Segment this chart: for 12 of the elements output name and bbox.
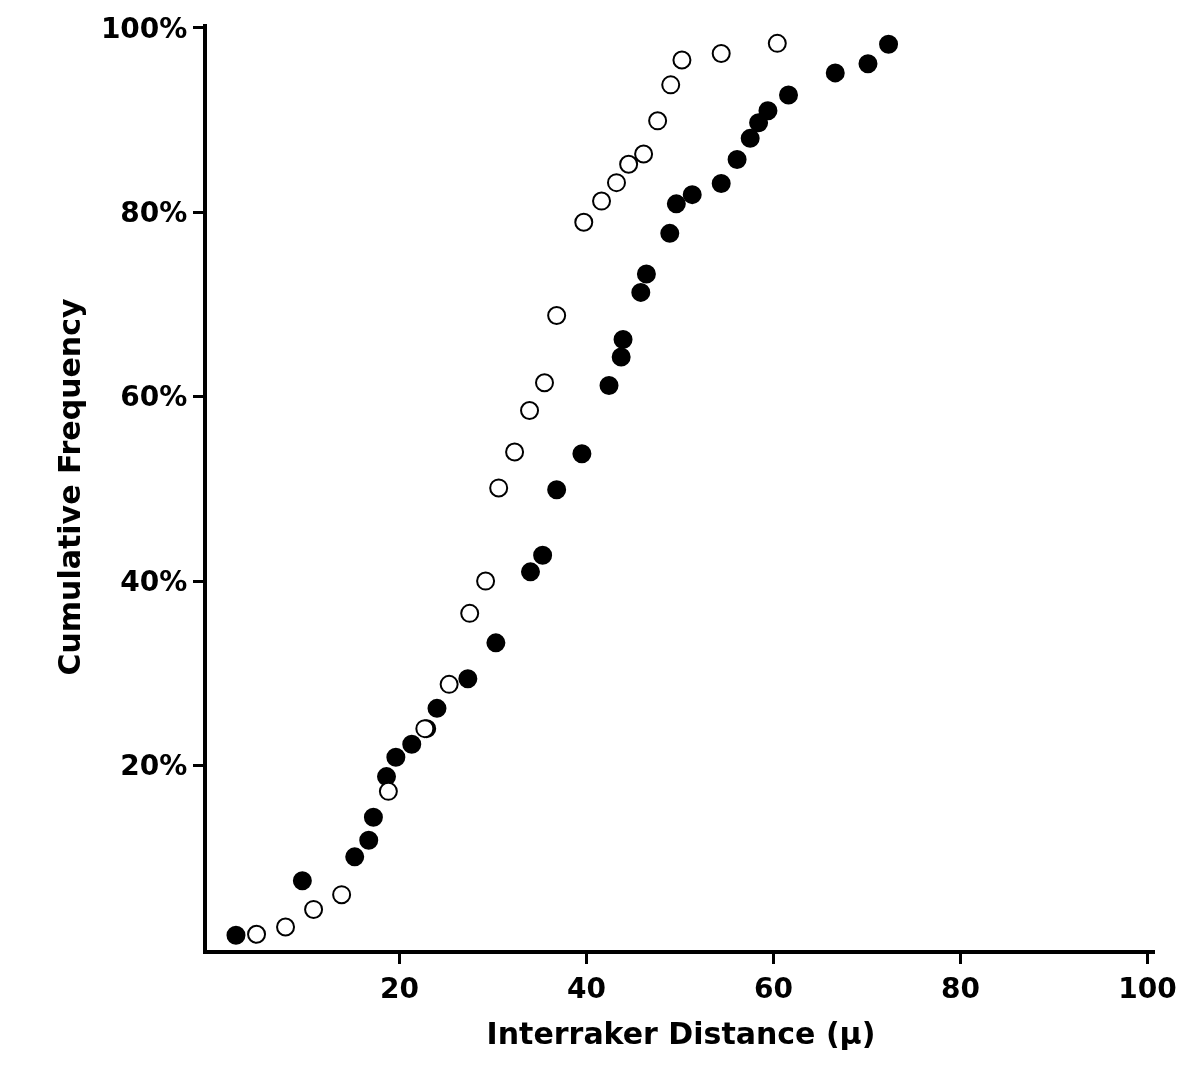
y-tick-label: 60% bbox=[120, 380, 188, 414]
y-tick-label: 100% bbox=[100, 11, 188, 45]
x-axis-title: Interraker Distance (µ) bbox=[486, 1015, 876, 1051]
y-tick-label: 40% bbox=[120, 564, 188, 598]
x-tick-label: 20 bbox=[380, 971, 420, 1005]
y-axis-title: Cumulative Frequency bbox=[52, 298, 88, 676]
x-tick-label: 40 bbox=[567, 971, 607, 1005]
x-tick-label: 60 bbox=[754, 971, 794, 1005]
x-tick-label: 80 bbox=[941, 971, 981, 1005]
y-tick-label: 20% bbox=[120, 749, 188, 783]
x-tick-label: 100 bbox=[1118, 971, 1177, 1005]
y-tick-label: 80% bbox=[120, 195, 188, 229]
